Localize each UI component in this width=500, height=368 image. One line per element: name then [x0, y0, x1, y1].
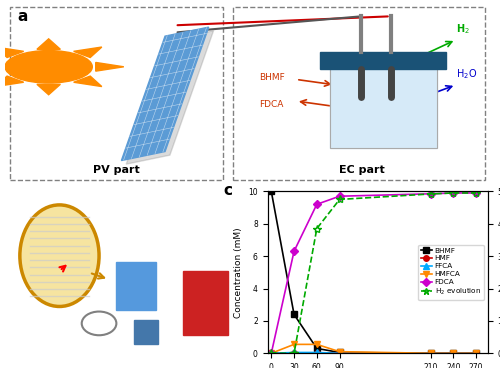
- Circle shape: [82, 312, 116, 335]
- FDCA: [314, 202, 320, 206]
- Line: HMF: HMF: [268, 350, 479, 356]
- H$_2$ evolution: [450, 191, 456, 195]
- Polygon shape: [96, 63, 124, 71]
- BHMF: [268, 189, 274, 194]
- H$_2$ evolution: [336, 197, 342, 202]
- Bar: [134, 320, 158, 344]
- Text: H$_2$O: H$_2$O: [456, 67, 477, 81]
- H$_2$ evolution: [473, 191, 479, 195]
- HMFCA: [473, 351, 479, 355]
- FFCA: [450, 351, 456, 355]
- Polygon shape: [74, 47, 102, 57]
- Polygon shape: [0, 47, 24, 57]
- Polygon shape: [126, 31, 214, 164]
- Circle shape: [5, 50, 92, 83]
- FDCA: [473, 191, 479, 195]
- FFCA: [314, 350, 320, 355]
- Text: PV part: PV part: [93, 165, 140, 175]
- H$_2$ evolution: [428, 192, 434, 196]
- FFCA: [268, 351, 274, 355]
- H$_2$ evolution: [314, 226, 320, 231]
- HMFCA: [314, 342, 320, 347]
- FDCA: [450, 191, 456, 195]
- Text: H$_2$: H$_2$: [456, 22, 470, 36]
- FDCA: [268, 351, 274, 355]
- Text: EC part: EC part: [338, 165, 384, 175]
- FDCA: [428, 192, 434, 196]
- FFCA: [428, 351, 434, 355]
- FFCA: [291, 350, 297, 355]
- HMFCA: [336, 350, 342, 354]
- Polygon shape: [0, 76, 24, 86]
- HMF: [428, 351, 434, 355]
- HMF: [450, 351, 456, 355]
- HMF: [473, 351, 479, 355]
- Bar: [330, 61, 436, 148]
- BHMF: [291, 312, 297, 316]
- FDCA: [291, 249, 297, 254]
- HMF: [291, 351, 297, 355]
- Line: HMFCA: HMFCA: [268, 342, 479, 356]
- Text: a: a: [17, 9, 28, 24]
- Text: FDCA: FDCA: [260, 100, 284, 109]
- Bar: [330, 61, 436, 148]
- Bar: [183, 271, 228, 335]
- Text: b: b: [12, 198, 24, 213]
- Text: c: c: [224, 183, 232, 198]
- Bar: [10, 7, 223, 180]
- HMF: [268, 351, 274, 355]
- Polygon shape: [122, 27, 208, 160]
- BHMF: [314, 346, 320, 351]
- HMF: [314, 351, 320, 355]
- FFCA: [336, 351, 342, 355]
- H$_2$ evolution: [291, 351, 297, 355]
- Line: BHMF: BHMF: [268, 188, 479, 356]
- Legend: BHMF, HMF, FFCA, HMFCA, FDCA, H$_2$ evolution: BHMF, HMF, FFCA, HMFCA, FDCA, H$_2$ evol…: [418, 245, 484, 300]
- Line: FDCA: FDCA: [268, 190, 479, 356]
- Polygon shape: [0, 63, 2, 71]
- HMFCA: [428, 351, 434, 355]
- HMFCA: [268, 351, 274, 355]
- Text: BHMF: BHMF: [260, 73, 285, 82]
- BHMF: [473, 351, 479, 355]
- Bar: [116, 262, 156, 310]
- HMFCA: [291, 342, 297, 347]
- Y-axis label: Concentration (mM): Concentration (mM): [234, 227, 242, 318]
- FFCA: [473, 351, 479, 355]
- Polygon shape: [37, 84, 60, 95]
- FDCA: [336, 194, 342, 198]
- Polygon shape: [74, 76, 102, 86]
- Bar: [320, 52, 446, 68]
- BHMF: [336, 350, 342, 355]
- Ellipse shape: [20, 205, 99, 307]
- Polygon shape: [37, 39, 60, 49]
- HMF: [336, 351, 342, 355]
- BHMF: [428, 351, 434, 355]
- Line: H$_2$ evolution: H$_2$ evolution: [267, 189, 480, 357]
- Line: FFCA: FFCA: [268, 350, 479, 356]
- Bar: [233, 7, 485, 180]
- H$_2$ evolution: [268, 351, 274, 355]
- BHMF: [450, 351, 456, 355]
- HMFCA: [450, 351, 456, 355]
